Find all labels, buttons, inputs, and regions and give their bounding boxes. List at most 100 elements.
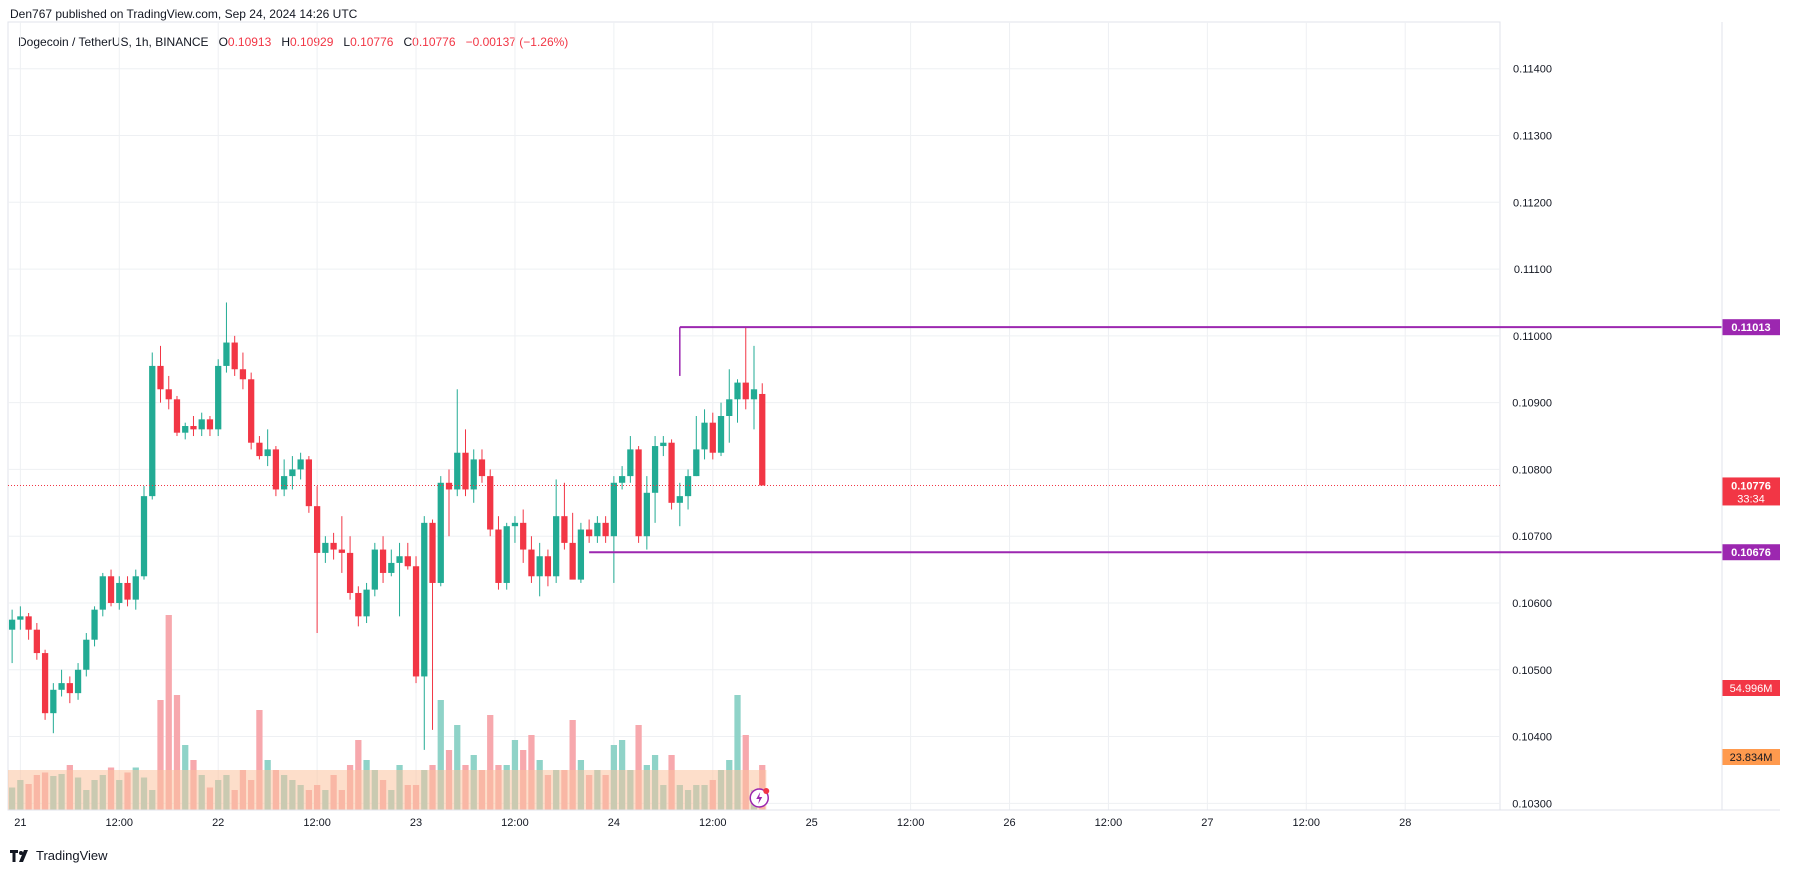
volume-bar	[157, 700, 164, 810]
candle-body	[173, 399, 181, 433]
resistance-level-label: 0.11013	[1731, 322, 1770, 334]
countdown-label: 33:34	[1737, 493, 1765, 505]
last-price-tag	[1722, 477, 1780, 506]
candle-body	[132, 576, 139, 600]
candle-body	[528, 549, 535, 577]
candle-body	[437, 482, 444, 583]
x-tick-label: 12:00	[699, 817, 727, 829]
candle-body	[495, 529, 502, 583]
candle-body	[215, 365, 222, 430]
symbol-name: Dogecoin / TetherUS, 1h, BINANCE	[18, 35, 209, 49]
candle-body	[429, 522, 436, 583]
candle-body	[124, 582, 131, 600]
candle-body	[50, 689, 57, 714]
x-tick-label: 26	[1003, 817, 1015, 829]
candle-body	[248, 379, 255, 443]
low-label: L	[343, 35, 351, 49]
candle-body	[305, 459, 313, 507]
volume-ma-label: 23.834M	[1730, 752, 1773, 764]
candle-body	[586, 529, 593, 537]
candle-body	[487, 476, 494, 530]
candle-body	[454, 452, 461, 490]
tradingview-logo-icon	[10, 849, 28, 862]
candle-body	[363, 589, 370, 617]
last-volume-label: 54.996M	[1730, 683, 1773, 695]
candle-body	[297, 459, 304, 470]
y-tick-label: 0.11000	[1513, 331, 1552, 343]
volume-ma-tag	[1722, 749, 1780, 765]
candle-body	[553, 516, 560, 577]
candle-body	[561, 516, 568, 543]
candle-body	[264, 449, 271, 457]
candle-body	[750, 389, 758, 400]
candle-body	[107, 576, 115, 603]
candle-body	[58, 683, 65, 690]
y-tick-label: 0.10600	[1512, 598, 1552, 610]
candle-body	[618, 476, 626, 483]
x-tick-label: 12:00	[1095, 817, 1123, 829]
candle-body	[511, 522, 519, 527]
candle-body	[421, 522, 428, 677]
candle-body	[742, 382, 749, 400]
candle-body	[256, 442, 263, 457]
x-tick-label: 12:00	[897, 817, 925, 829]
candle-body	[717, 416, 725, 453]
y-tick-label: 0.11400	[1513, 64, 1552, 76]
candle-body	[676, 496, 683, 503]
candle-body	[462, 452, 469, 490]
candle-body	[272, 449, 280, 490]
x-tick-label: 12:00	[106, 817, 134, 829]
candle-body	[322, 542, 329, 553]
x-tick-label: 23	[410, 817, 422, 829]
x-tick-label: 12:00	[303, 817, 331, 829]
volume-ma-area	[8, 770, 767, 810]
change-value: −0.00137 (−1.26%)	[465, 35, 569, 49]
alert-dot-icon	[763, 788, 770, 794]
candle-body	[17, 616, 24, 620]
y-tick-label: 0.10900	[1512, 398, 1552, 410]
candle-body	[404, 556, 411, 567]
support-level-tag	[1722, 544, 1780, 561]
candle-body	[651, 446, 659, 493]
y-tick-label: 0.10400	[1512, 732, 1552, 744]
x-tick-label: 25	[806, 817, 818, 829]
support-level-label: 0.10676	[1731, 547, 1771, 559]
candle-body	[709, 422, 716, 453]
x-tick-label: 22	[212, 817, 224, 829]
footer-brand-label: TradingView	[36, 848, 108, 863]
candle-body	[8, 619, 16, 630]
candle-body	[99, 576, 106, 610]
candle-body	[520, 522, 527, 550]
candle-body	[668, 442, 675, 503]
x-tick-label: 12:00	[501, 817, 529, 829]
candle-body	[627, 449, 634, 477]
candle-body	[693, 449, 700, 477]
candle-body	[660, 442, 667, 447]
candle-body	[41, 653, 49, 714]
lightning-bolt-icon	[756, 792, 763, 804]
candle-body	[701, 422, 708, 450]
candle-body	[594, 522, 601, 537]
candle-body	[734, 382, 741, 400]
resistance-level-tag	[1722, 319, 1780, 336]
candle-body	[610, 482, 617, 537]
candle-body	[346, 552, 354, 593]
volume-bar	[165, 615, 172, 810]
candle-body	[396, 556, 403, 563]
candle-body	[281, 476, 288, 490]
y-tick-label: 0.11100	[1514, 264, 1552, 276]
y-tick-label: 0.11300	[1513, 131, 1552, 143]
candle-body	[157, 365, 164, 390]
candle-body	[602, 522, 609, 537]
candle-body	[379, 549, 387, 573]
candle-body	[223, 342, 230, 366]
candle-body	[355, 592, 362, 617]
candle-body	[684, 476, 692, 497]
candle-body	[198, 419, 205, 430]
candle-body	[116, 582, 123, 603]
candle-body	[330, 542, 337, 550]
open-value: 0.10913	[227, 35, 272, 49]
candle-body	[91, 609, 98, 640]
candle-body	[25, 616, 32, 630]
